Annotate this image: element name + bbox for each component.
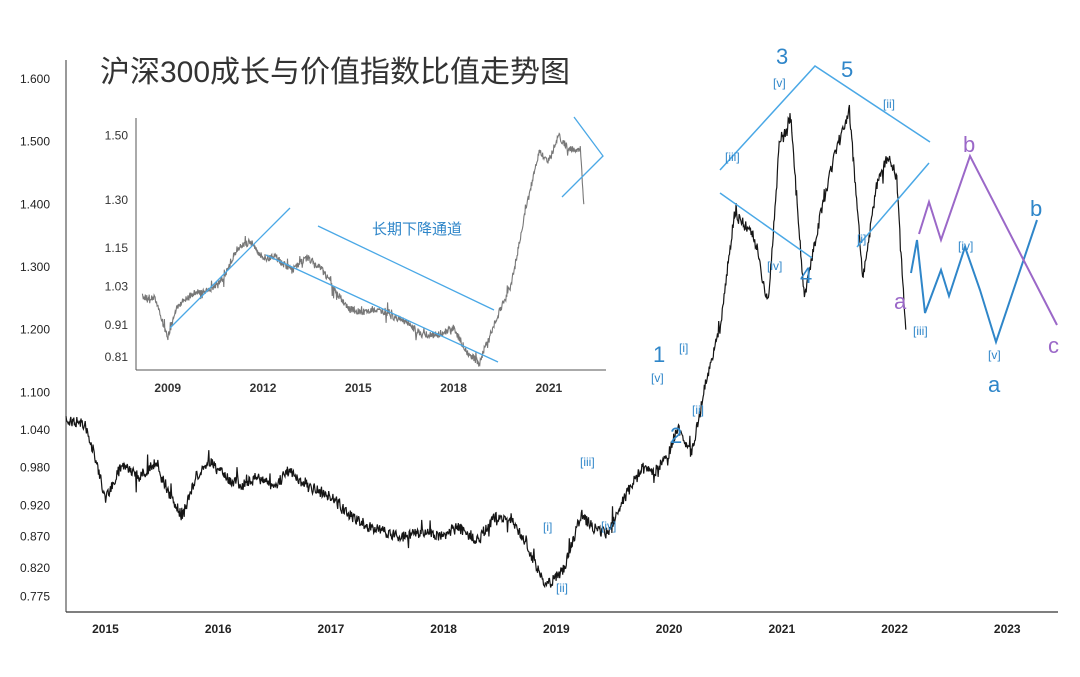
inset-x-tick-label: 2015	[345, 381, 372, 395]
projection-purple-path	[918, 153, 1058, 326]
main-x-ticks: 2015 2016 2017 2018 2019 2020 2021 2022 2023	[92, 622, 1021, 636]
main-x-tick-label: 2017	[318, 622, 345, 636]
subwave-label-ii-2020: [ii]	[692, 403, 704, 417]
inset-x-tick-label: 2012	[250, 381, 277, 395]
main-x-tick-label: 2021	[768, 622, 795, 636]
main-y-tick-label: 1.100	[20, 385, 50, 399]
main-y-tick-label: 0.820	[20, 561, 50, 575]
subwave-label-ii-2021: [ii]	[883, 97, 895, 111]
wave-label-4: 4	[800, 263, 812, 288]
wave-label-1: 1	[653, 342, 665, 367]
subwave-label-iii-proj: [iii]	[913, 324, 928, 338]
projection-label-b-blue: b	[1030, 196, 1042, 221]
projection-label-a-purple: a	[894, 289, 907, 314]
inset-channels	[169, 116, 604, 363]
subwave-label-iv-proj: [iv]	[958, 239, 973, 253]
subwave-label-iii-2019: [iii]	[580, 455, 595, 469]
subwave-label-iv-2020: [iv]	[767, 259, 782, 273]
main-y-tick-label: 1.600	[20, 72, 50, 86]
main-y-tick-label: 0.775	[20, 589, 50, 603]
diamond-lower-left-line	[719, 192, 813, 259]
inset-y-tick-label: 1.50	[105, 129, 129, 143]
inset-y-ticks: 1.50 1.30 1.15 1.03 0.91 0.81	[105, 129, 129, 365]
main-series-line	[65, 104, 907, 589]
subwave-label-v-2019: [v]	[651, 371, 664, 385]
main-x-tick-label: 2020	[656, 622, 683, 636]
subwave-label-i-2021: [i]	[857, 232, 866, 246]
inset-x-tick-label: 2021	[535, 381, 562, 395]
main-x-tick-label: 2016	[205, 622, 232, 636]
inset-y-tick-label: 1.15	[105, 241, 129, 255]
subwave-label-v-2020: [v]	[773, 76, 786, 90]
inset-y-tick-label: 0.81	[105, 350, 129, 364]
inset-series-line	[141, 132, 585, 367]
inset-y-tick-label: 1.03	[105, 280, 129, 294]
main-y-tick-label: 1.040	[20, 423, 50, 437]
main-y-tick-label: 0.870	[20, 530, 50, 544]
subwave-label-iv-2019: [iv]	[601, 519, 616, 533]
main-y-tick-label: 0.920	[20, 498, 50, 512]
main-y-tick-label: 0.980	[20, 461, 50, 475]
main-y-tick-label: 1.300	[20, 260, 50, 274]
subwave-label-i-2019: [i]	[543, 520, 552, 534]
chart-title: 沪深300成长与价值指数比值走势图	[100, 56, 570, 89]
main-x-tick-label: 2018	[430, 622, 457, 636]
main-channels	[719, 65, 931, 259]
subwave-label-ii-2019: [ii]	[556, 581, 568, 595]
inset-x-tick-label: 2009	[154, 381, 181, 395]
wave-label-2: 2	[670, 423, 682, 448]
subwave-label-v-proj: [v]	[988, 348, 1001, 362]
main-y-tick-label: 1.200	[20, 323, 50, 337]
wave-label-5: 5	[841, 57, 853, 82]
inset-y-tick-label: 0.91	[105, 318, 129, 332]
projection-label-b-purple: b	[963, 132, 975, 157]
inset-uptrend-line	[169, 207, 291, 329]
inset-y-tick-label: 1.30	[105, 193, 129, 207]
main-y-ticks: 1.600 1.500 1.400 1.300 1.200 1.100 1.040 0.980…	[20, 72, 50, 603]
wave-label-3: 3	[776, 44, 788, 69]
inset-triangle	[561, 116, 604, 198]
main-x-tick-label: 2019	[543, 622, 570, 636]
diamond-lower-right-line	[856, 162, 930, 248]
subwave-label-iii-2020: [iii]	[725, 150, 740, 164]
main-x-tick-label: 2015	[92, 622, 119, 636]
main-y-tick-label: 1.500	[20, 135, 50, 149]
inset-x-ticks: 2009 2012 2015 2018 2021	[154, 381, 562, 395]
inset-channel-label: 长期下降通道	[372, 221, 462, 238]
projection-label-c-purple: c	[1048, 333, 1059, 358]
diamond-upper-lines	[719, 65, 931, 171]
subwave-label-i-2020: [i]	[679, 341, 688, 355]
projection-label-a-blue: a	[988, 372, 1001, 397]
inset-channel-lower	[265, 254, 499, 363]
inset-chart: 1.50 1.30 1.15 1.03 0.91 0.81 2009 2012 2015 201…	[105, 116, 606, 395]
inset-channel-upper	[317, 225, 495, 311]
main-x-tick-label: 2022	[881, 622, 908, 636]
main-x-tick-label: 2023	[994, 622, 1021, 636]
projection-blue-path	[910, 219, 1038, 346]
inset-x-tick-label: 2018	[440, 381, 467, 395]
main-y-tick-label: 1.400	[20, 197, 50, 211]
